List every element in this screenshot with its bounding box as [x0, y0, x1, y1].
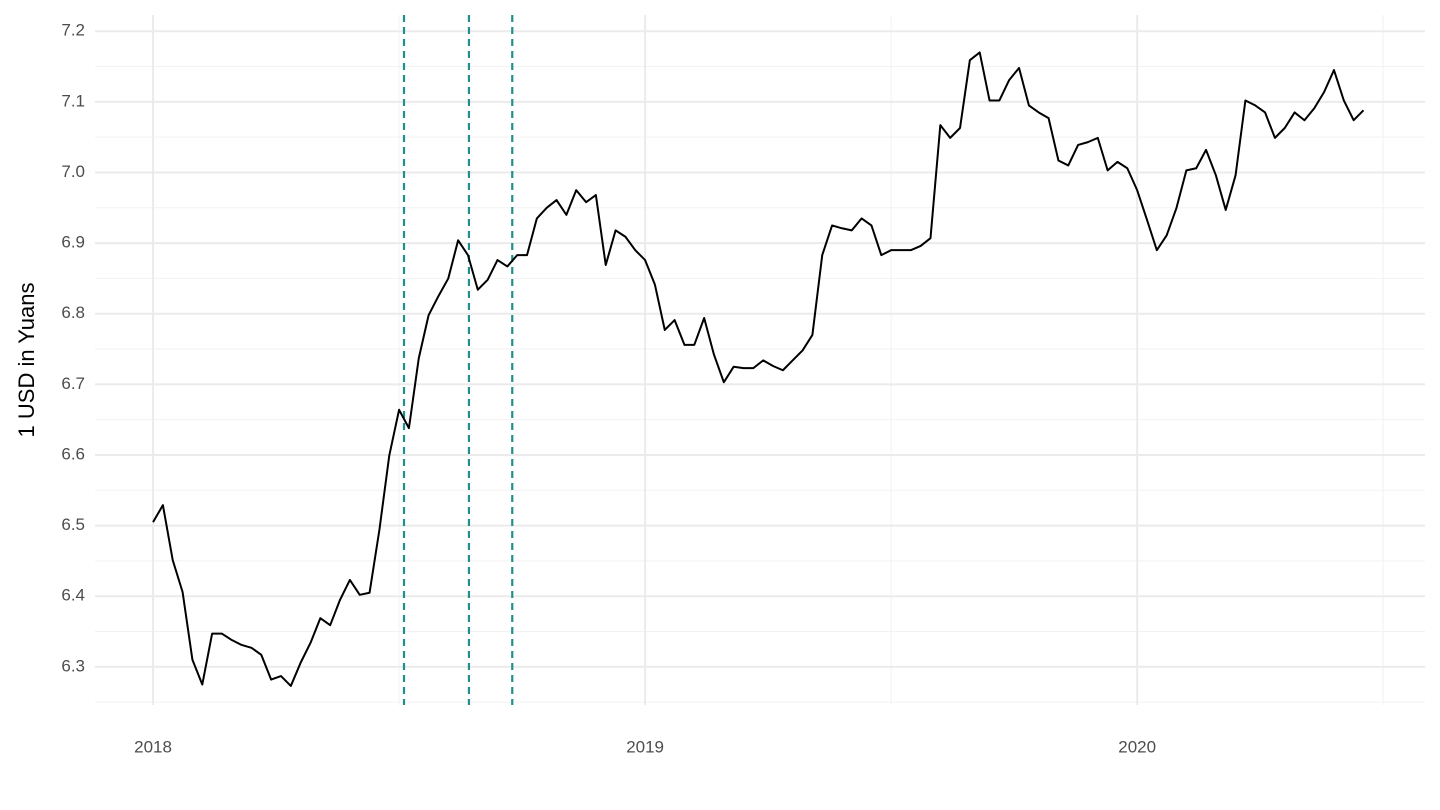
y-tick-label: 6.4: [61, 586, 85, 605]
y-tick-label: 6.3: [61, 656, 85, 675]
x-tick-label: 2019: [626, 737, 664, 756]
y-tick-label: 7.2: [61, 21, 85, 40]
y-tick-label: 6.7: [61, 374, 85, 393]
y-tick-label: 6.8: [61, 303, 85, 322]
x-tick-label: 2018: [134, 737, 172, 756]
y-tick-label: 6.5: [61, 515, 85, 534]
line-series: [152, 51, 1365, 687]
y-tick-label: 7.1: [61, 91, 85, 110]
y-tick-label: 7.0: [61, 162, 85, 181]
x-tick-label: 2020: [1118, 737, 1156, 756]
y-tick-label: 6.6: [61, 444, 85, 463]
y-axis-title: 1 USD in Yuans: [14, 283, 39, 438]
y-tick-label: 6.9: [61, 233, 85, 252]
